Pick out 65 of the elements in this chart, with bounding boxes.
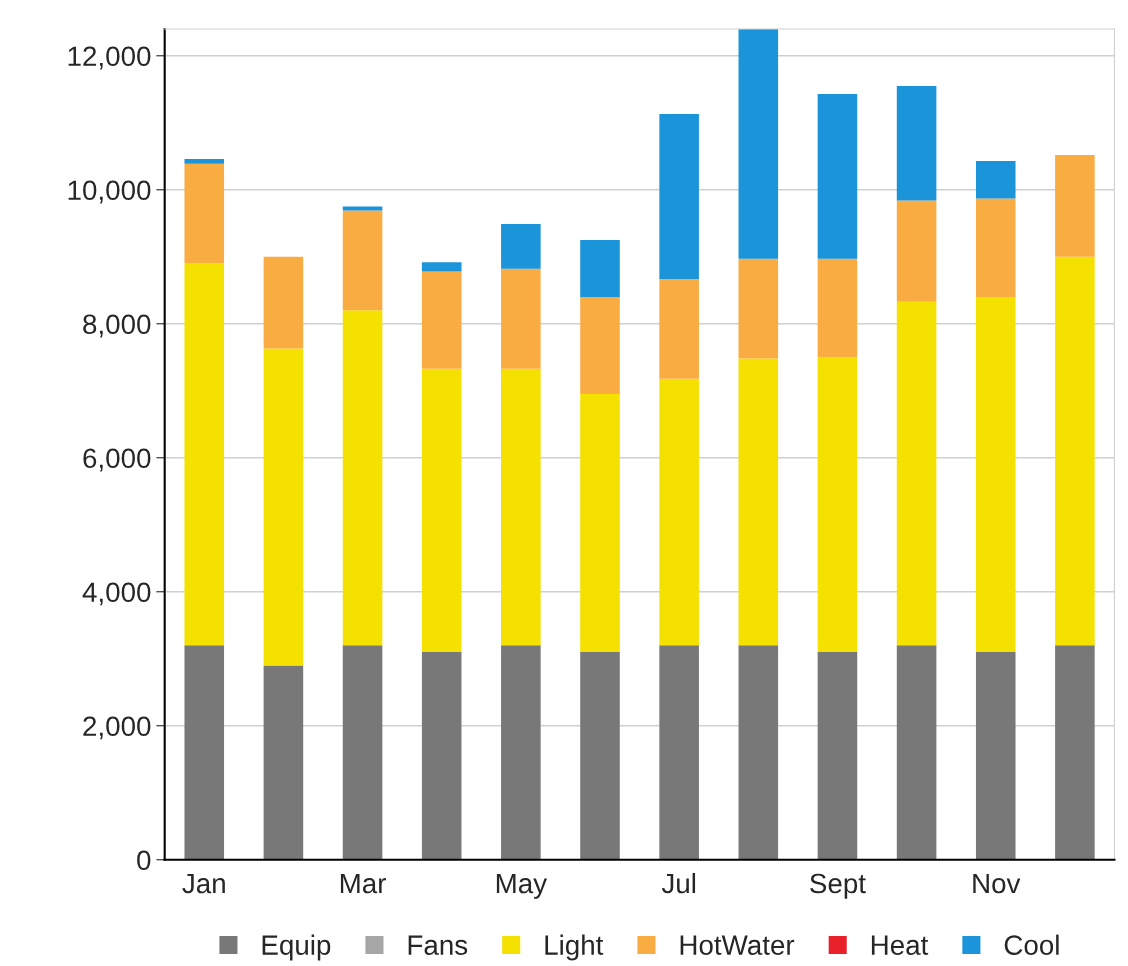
bar	[1055, 256, 1095, 646]
bar	[817, 652, 858, 860]
bar	[263, 665, 304, 860]
bar	[975, 160, 1016, 199]
y-tick-label: 10,000	[68, 180, 151, 204]
bar	[975, 652, 1016, 860]
y-tick-label: 0	[137, 850, 151, 871]
bar	[184, 263, 225, 646]
bar	[659, 378, 699, 646]
legend-label: Fans	[408, 935, 468, 955]
bar	[580, 652, 620, 860]
bar	[659, 114, 699, 279]
x-tick-label: Sept	[810, 873, 866, 899]
bar	[342, 206, 383, 211]
bar	[975, 198, 1016, 297]
y-tick-label: 2,000	[83, 716, 151, 740]
bar	[501, 645, 541, 860]
y-tick-label: 6,000	[83, 448, 151, 472]
bar	[1055, 645, 1095, 860]
bar	[659, 645, 699, 860]
y-tick-label: 8,000	[83, 314, 151, 338]
bar	[738, 258, 779, 359]
bar	[263, 348, 304, 666]
legend-label: HotWater	[680, 935, 795, 955]
bar	[659, 278, 699, 379]
bar	[501, 268, 541, 369]
y-tick-label: 4,000	[82, 582, 151, 606]
bar	[738, 28, 779, 259]
bar	[421, 652, 462, 860]
bar	[817, 258, 858, 358]
bar	[896, 645, 937, 860]
bar	[896, 200, 937, 302]
x-tick-label: Nov	[973, 873, 1021, 894]
bar	[421, 262, 462, 272]
legend-label: Heat	[871, 935, 929, 955]
bar	[342, 210, 383, 311]
x-tick-label: Jan	[182, 873, 225, 894]
bar	[184, 158, 225, 164]
bar	[1055, 154, 1095, 257]
bar	[896, 85, 937, 201]
legend-label: Equip	[262, 934, 331, 961]
bar	[975, 296, 1016, 653]
bar	[421, 271, 462, 369]
bar	[817, 357, 858, 653]
bar	[896, 301, 937, 646]
bar	[263, 256, 304, 349]
x-tick-label: Mar	[340, 873, 387, 894]
bar	[580, 296, 620, 395]
legend-label: Cool	[1004, 934, 1059, 955]
bar	[501, 223, 541, 269]
bar	[738, 645, 779, 860]
bar	[342, 645, 383, 860]
x-tick-label: Jul	[661, 872, 696, 894]
bar	[580, 394, 620, 653]
bar	[817, 93, 858, 259]
x-tick-label: May	[496, 873, 548, 899]
bar	[421, 368, 462, 653]
bar	[342, 310, 383, 646]
bar	[738, 358, 779, 646]
bar	[184, 645, 225, 860]
legend-label: Light	[545, 934, 604, 961]
y-tick-label: 12,000	[68, 46, 151, 70]
bar	[580, 240, 620, 297]
bar	[184, 163, 225, 264]
bar	[501, 368, 541, 646]
